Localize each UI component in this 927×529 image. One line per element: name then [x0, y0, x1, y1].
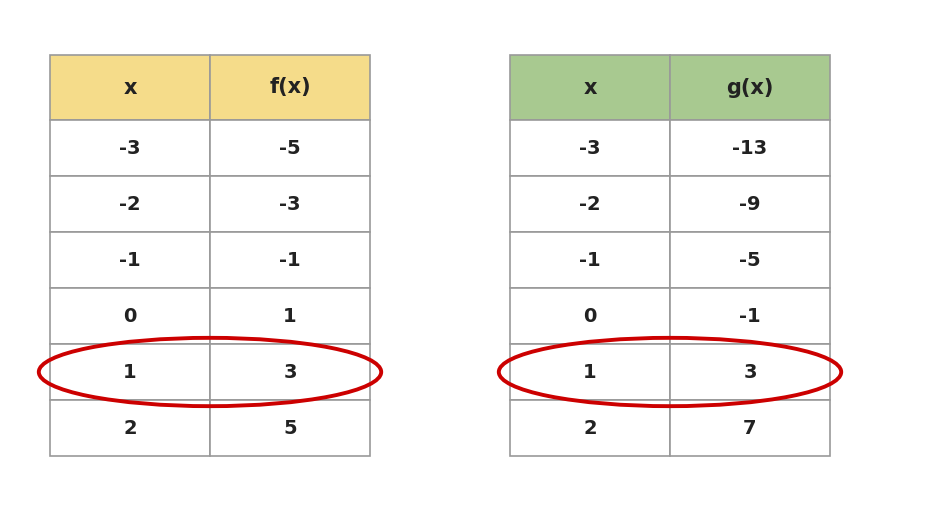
- Text: -3: -3: [279, 195, 300, 214]
- Text: -9: -9: [739, 195, 760, 214]
- Text: 0: 0: [583, 306, 596, 325]
- Bar: [510, 400, 669, 456]
- Text: -5: -5: [279, 139, 300, 158]
- Text: 1: 1: [283, 306, 297, 325]
- Bar: [669, 120, 829, 176]
- Text: -1: -1: [739, 306, 760, 325]
- Bar: [210, 120, 370, 176]
- Text: 7: 7: [743, 418, 756, 437]
- Bar: [510, 232, 669, 288]
- Text: -13: -13: [731, 139, 767, 158]
- Bar: [510, 55, 669, 120]
- Bar: [50, 55, 210, 120]
- Text: 3: 3: [283, 362, 297, 381]
- Bar: [210, 400, 370, 456]
- Text: 1: 1: [123, 362, 136, 381]
- Bar: [669, 232, 829, 288]
- Text: -1: -1: [578, 251, 600, 269]
- Bar: [669, 288, 829, 344]
- Bar: [50, 232, 210, 288]
- Text: -2: -2: [119, 195, 141, 214]
- Text: 1: 1: [582, 362, 596, 381]
- Text: 5: 5: [283, 418, 297, 437]
- Bar: [669, 344, 829, 400]
- Bar: [50, 344, 210, 400]
- Text: 2: 2: [123, 418, 136, 437]
- Bar: [50, 120, 210, 176]
- Text: x: x: [583, 78, 596, 97]
- Bar: [210, 232, 370, 288]
- Bar: [510, 288, 669, 344]
- Bar: [210, 55, 370, 120]
- Text: -2: -2: [578, 195, 600, 214]
- Bar: [669, 400, 829, 456]
- Bar: [210, 344, 370, 400]
- Bar: [50, 176, 210, 232]
- Text: g(x): g(x): [726, 78, 773, 97]
- Text: 3: 3: [743, 362, 756, 381]
- Bar: [510, 120, 669, 176]
- Text: -3: -3: [120, 139, 141, 158]
- Bar: [210, 288, 370, 344]
- Text: -1: -1: [279, 251, 300, 269]
- Text: f(x): f(x): [269, 78, 311, 97]
- Bar: [210, 176, 370, 232]
- Text: -1: -1: [119, 251, 141, 269]
- Bar: [669, 176, 829, 232]
- Bar: [50, 288, 210, 344]
- Text: -5: -5: [739, 251, 760, 269]
- Bar: [50, 400, 210, 456]
- Text: 0: 0: [123, 306, 136, 325]
- Text: -3: -3: [578, 139, 600, 158]
- Bar: [669, 55, 829, 120]
- Bar: [510, 176, 669, 232]
- Bar: [510, 344, 669, 400]
- Text: 2: 2: [582, 418, 596, 437]
- Text: x: x: [123, 78, 136, 97]
